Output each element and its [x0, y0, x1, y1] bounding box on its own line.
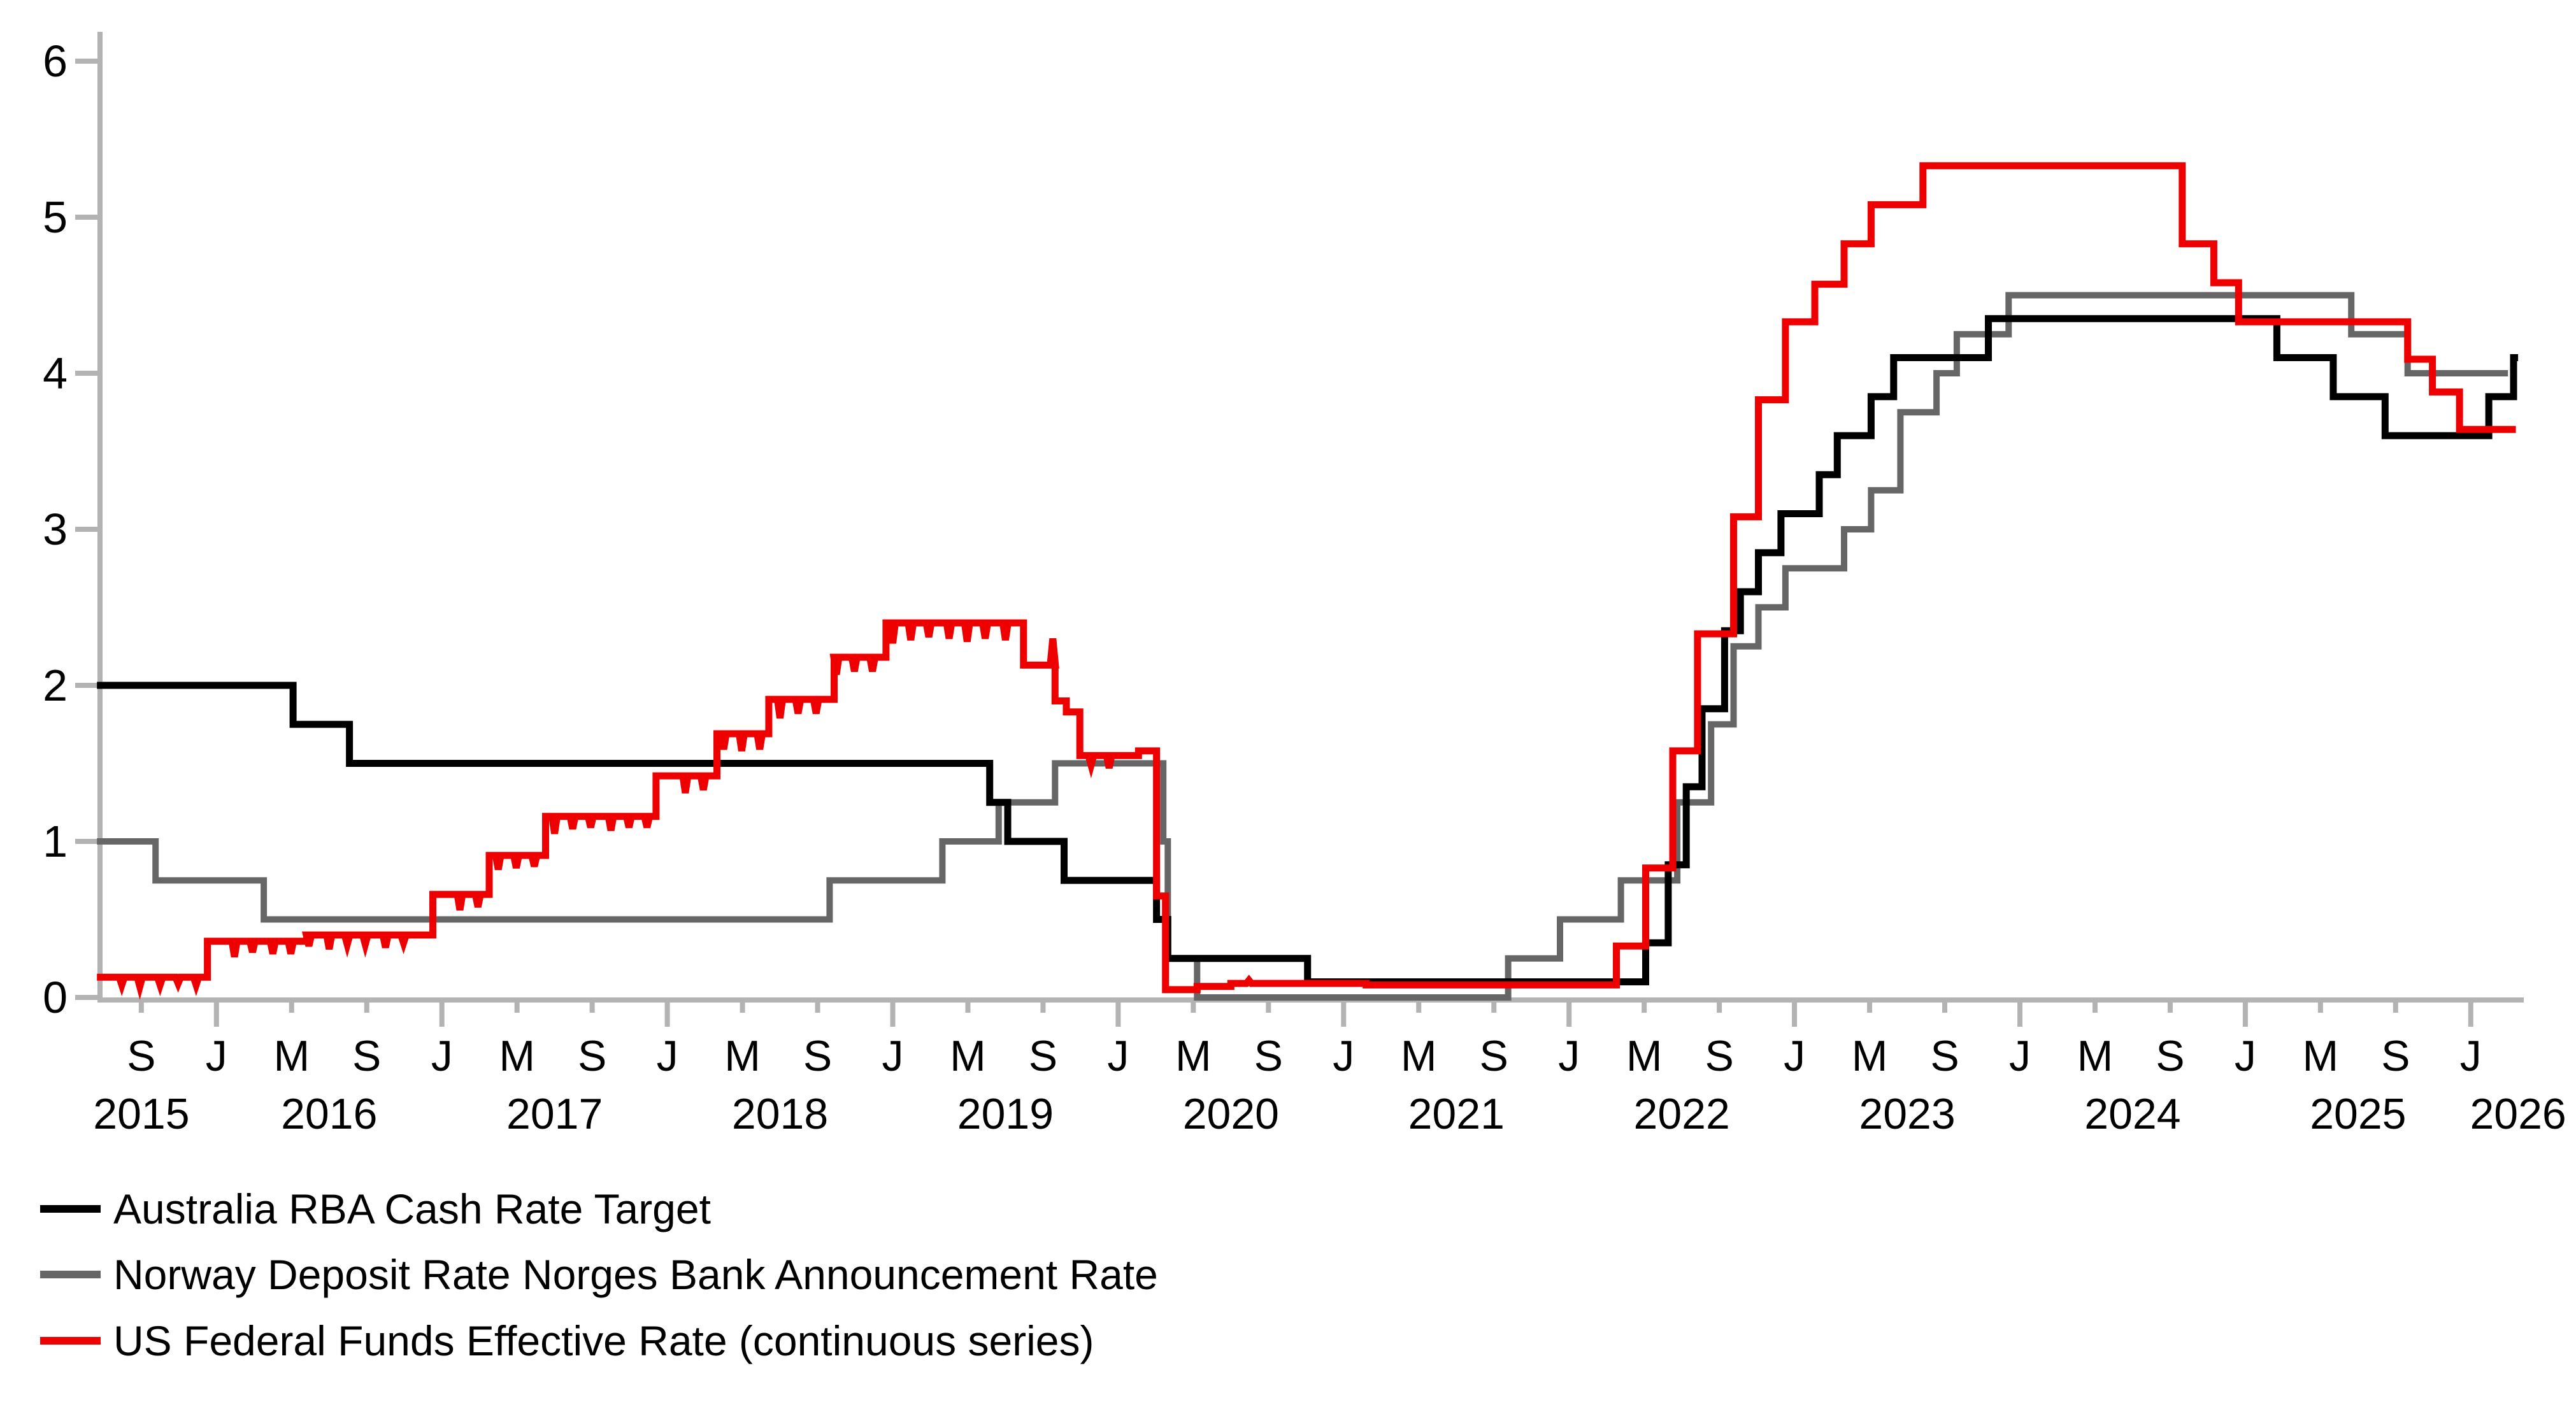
x-month-label: J [2009, 1032, 2031, 1080]
series-lines [97, 162, 2519, 1001]
x-year-label: 2023 [1859, 1090, 1955, 1138]
x-month-label: J [2460, 1032, 2482, 1080]
x-month-label: S [1705, 1032, 1733, 1080]
x-month-label: S [1480, 1032, 1508, 1080]
x-year-label: 2026 [2470, 1090, 2566, 1138]
x-year-label: 2022 [1634, 1090, 1730, 1138]
x-month-label: M [2303, 1032, 2339, 1080]
x-month-label: J [2235, 1032, 2256, 1080]
x-year-label: 2021 [1408, 1090, 1505, 1138]
y-tick-label: 2 [43, 661, 68, 710]
x-month-label: M [950, 1032, 986, 1080]
y-tick-label: 6 [43, 36, 68, 86]
x-month-label: S [578, 1032, 606, 1080]
legend-swatch-australia [40, 1205, 101, 1213]
x-month-label: M [1852, 1032, 1888, 1080]
x-month-label: S [352, 1032, 381, 1080]
x-month-label: M [724, 1032, 761, 1080]
y-tick-label: 4 [43, 348, 68, 398]
x-month-label: J [206, 1032, 227, 1080]
legend-label-australia: Australia RBA Cash Rate Target [113, 1185, 711, 1232]
series-line-1 [97, 292, 2508, 1001]
x-month-label: S [2381, 1032, 2410, 1080]
x-year-label: 2016 [281, 1090, 377, 1138]
x-year-label: 2015 [93, 1090, 189, 1138]
y-axis: 0 1 2 3 4 5 6 [43, 32, 103, 1022]
legend-swatch-norway [40, 1271, 101, 1278]
y-tick-label: 0 [43, 973, 68, 1022]
x-year-label: 2019 [957, 1090, 1054, 1138]
x-month-label: S [2156, 1032, 2184, 1080]
x-month-label: S [803, 1032, 832, 1080]
x-month-label: J [1333, 1032, 1354, 1080]
x-year-label: 2024 [2084, 1090, 2180, 1138]
x-year-label: 2017 [506, 1090, 603, 1138]
legend-item-norway: Norway Deposit Rate Norges Bank Announce… [40, 1246, 1158, 1303]
x-year-label: 2025 [2310, 1090, 2406, 1138]
series-line-0 [97, 315, 2519, 985]
series-line-2 [97, 162, 2516, 1000]
x-month-label: M [1626, 1032, 1663, 1080]
legend-label-norway: Norway Deposit Rate Norges Bank Announce… [113, 1251, 1158, 1298]
legend-item-us: US Federal Funds Effective Rate (continu… [40, 1312, 1094, 1369]
x-month-label: J [657, 1032, 678, 1080]
legend-item-australia: Australia RBA Cash Rate Target [40, 1180, 711, 1238]
legend-swatch-us [40, 1337, 101, 1345]
y-tick-label: 1 [43, 817, 68, 866]
x-month-label: J [1558, 1032, 1580, 1080]
x-month-label: J [882, 1032, 904, 1080]
x-month-label: S [1029, 1032, 1057, 1080]
x-month-label: M [1175, 1032, 1212, 1080]
x-year-label: 2018 [732, 1090, 828, 1138]
x-month-label: S [127, 1032, 155, 1080]
y-tick-label: 5 [43, 192, 68, 242]
x-month-label: S [1930, 1032, 1959, 1080]
x-month-label: J [1784, 1032, 1805, 1080]
x-month-label: J [431, 1032, 453, 1080]
x-month-label: M [1401, 1032, 1437, 1080]
x-month-label: M [499, 1032, 535, 1080]
x-month-label: S [1254, 1032, 1283, 1080]
legend-label-us: US Federal Funds Effective Rate (continu… [113, 1317, 1094, 1364]
x-year-label: 2020 [1183, 1090, 1279, 1138]
x-month-label: M [2077, 1032, 2114, 1080]
y-tick-label: 3 [43, 504, 68, 554]
x-month-label: M [273, 1032, 310, 1080]
x-month-label: J [1107, 1032, 1129, 1080]
